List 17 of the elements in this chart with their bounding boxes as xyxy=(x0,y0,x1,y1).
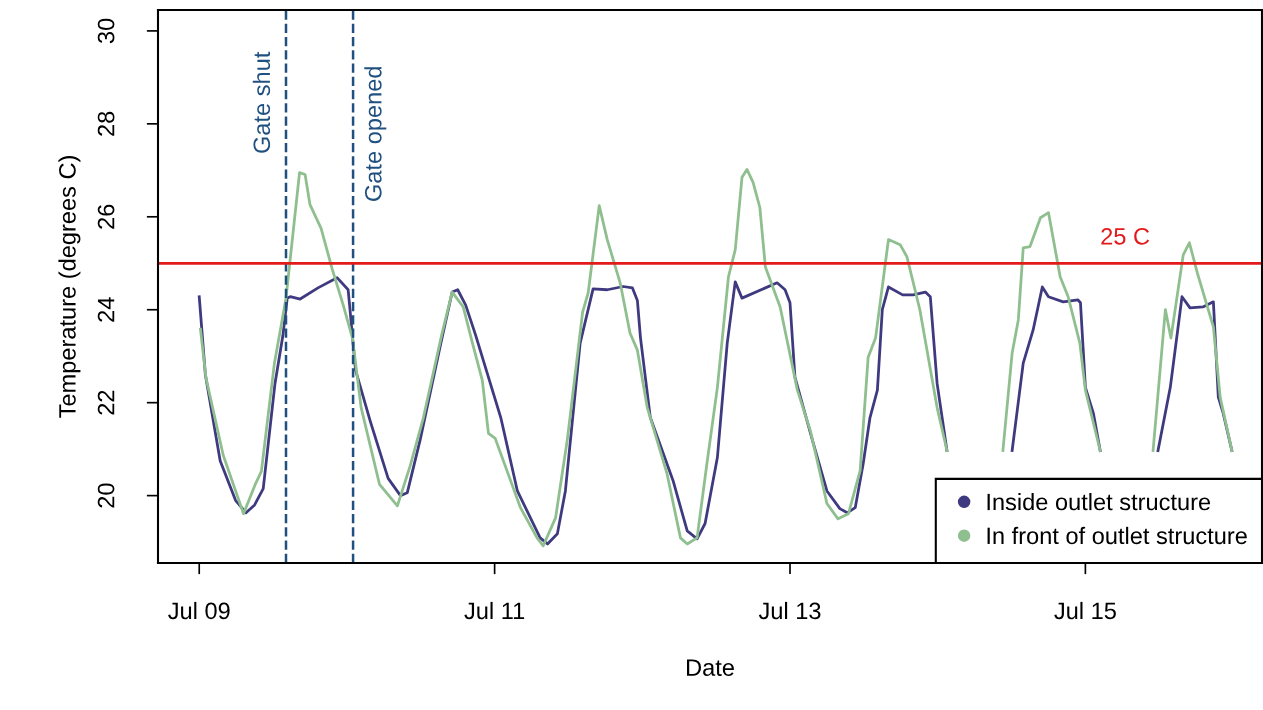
legend-label: In front of outlet structure xyxy=(987,526,1247,545)
y-tick-label: 30 xyxy=(97,18,115,44)
x-tick-label: Jul 11 xyxy=(464,601,525,620)
x-tick-label: Jul 13 xyxy=(758,601,821,620)
ref-line-label: 25 C xyxy=(1101,227,1150,245)
x-tick-label: Jul 15 xyxy=(1054,601,1116,620)
x-axis-title: Date xyxy=(687,659,734,676)
y-axis-title: Temperature (degrees C) xyxy=(58,156,81,418)
x-tick-label: Jul 09 xyxy=(168,601,230,620)
y-tick-label: 22 xyxy=(97,390,115,415)
y-tick-label: 20 xyxy=(97,483,115,508)
ref-line-label: Gate opened xyxy=(364,67,387,201)
ref-line-label: Gate shut xyxy=(252,51,271,153)
y-tick-label: 26 xyxy=(97,204,115,229)
legend-label: Inside outlet structure xyxy=(987,493,1211,511)
y-tick-label: 28 xyxy=(97,111,115,136)
y-tick-label: 24 xyxy=(97,297,115,322)
